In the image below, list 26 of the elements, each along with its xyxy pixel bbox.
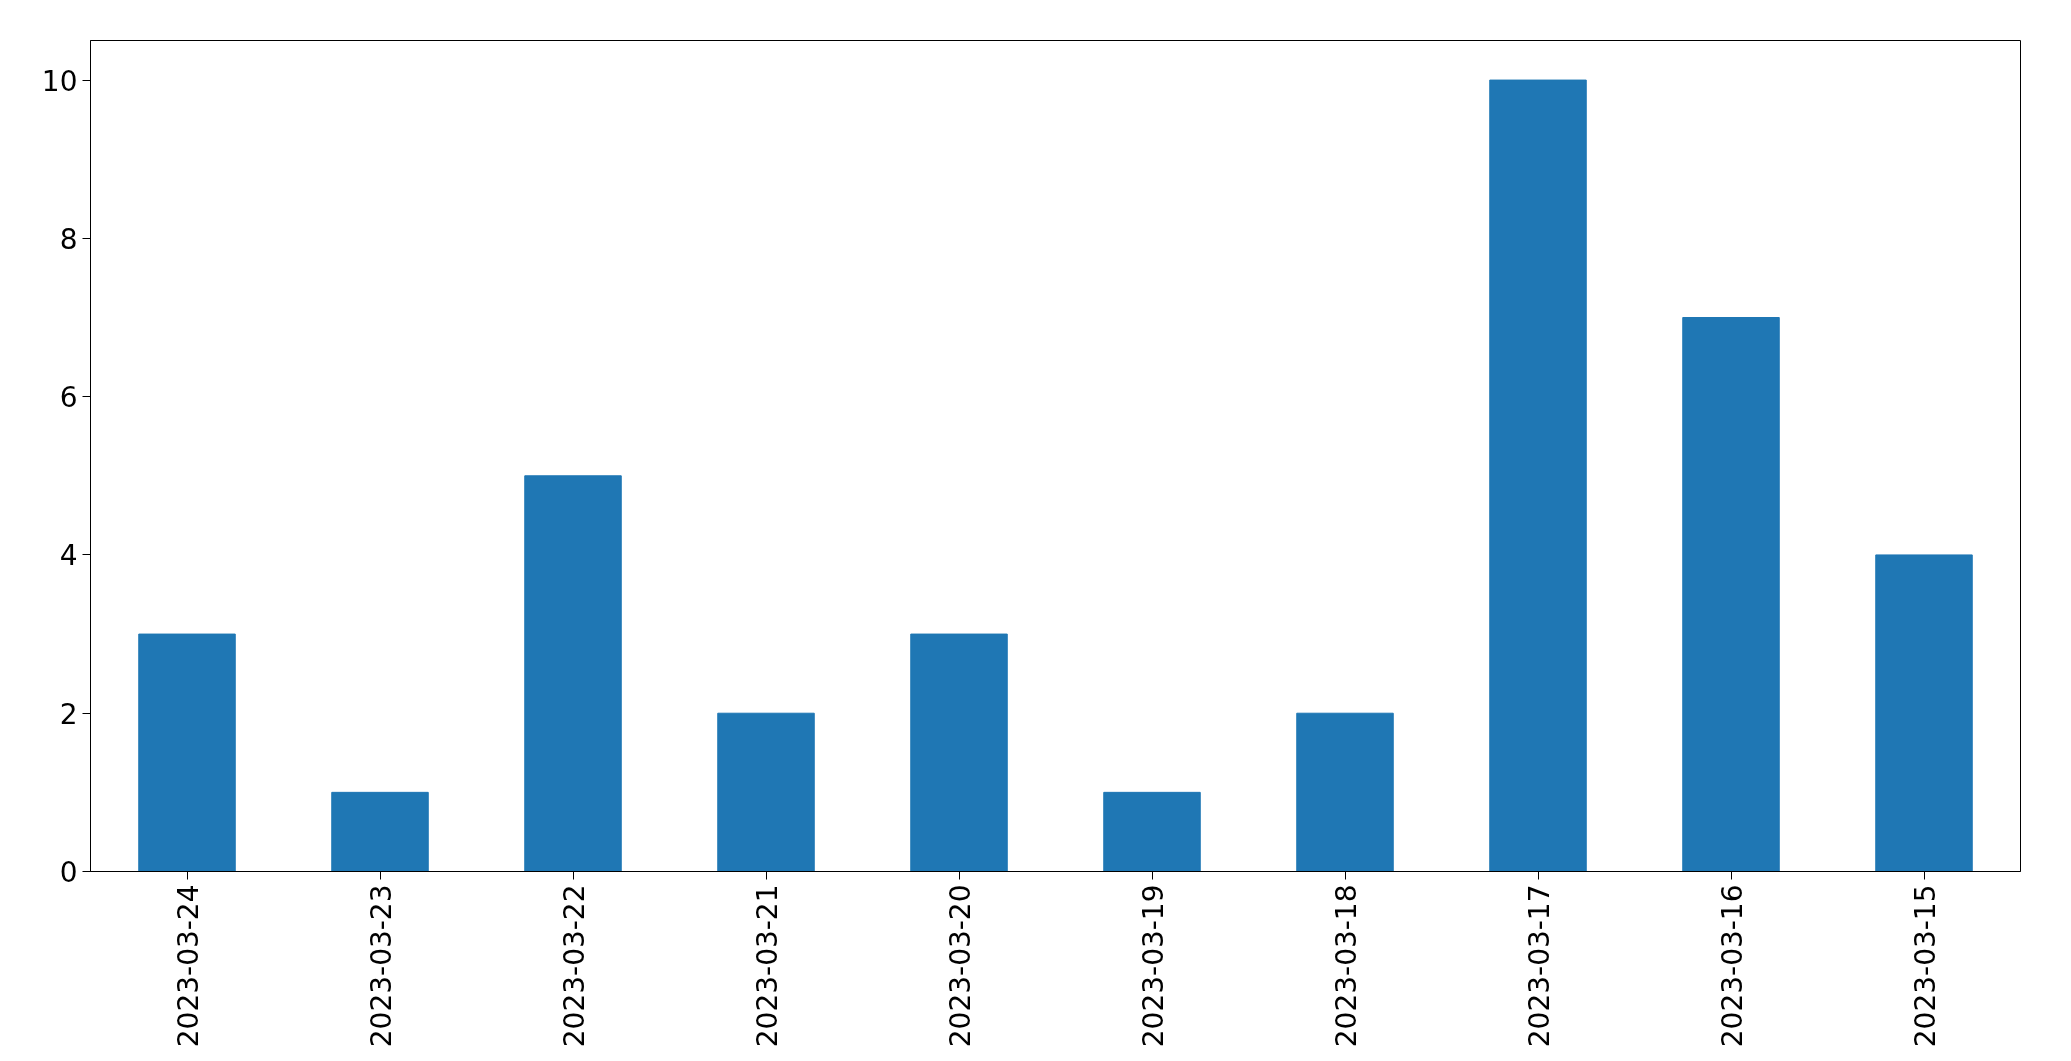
x-tick-label: 2023-03-19	[1136, 884, 1170, 1048]
x-tick-label: 2023-03-21	[750, 884, 784, 1048]
bar	[717, 712, 815, 872]
y-tick-label: 10	[41, 64, 78, 98]
bar	[1103, 791, 1201, 872]
bar	[910, 633, 1008, 872]
x-tick-label: 2023-03-15	[1908, 884, 1942, 1048]
bar	[331, 791, 429, 872]
x-tick-label: 2023-03-18	[1329, 884, 1363, 1048]
y-tick-label: 0	[59, 856, 78, 889]
bar	[1489, 79, 1587, 872]
x-tick-label: 2023-03-22	[557, 884, 591, 1048]
y-tick-label: 6	[59, 381, 78, 415]
y-tick-label: 4	[59, 539, 78, 573]
x-tick-label: 2023-03-20	[943, 884, 977, 1048]
x-tick-label: 2023-03-23	[364, 884, 398, 1048]
x-tick-label: 2023-03-16	[1715, 884, 1749, 1048]
bar	[1875, 554, 1973, 872]
y-tick-label: 2	[59, 697, 78, 731]
bar	[138, 633, 236, 872]
x-tick-label: 2023-03-17	[1522, 884, 1556, 1048]
bar	[524, 475, 622, 872]
y-tick-label: 8	[59, 222, 78, 256]
bar	[1296, 712, 1394, 872]
x-tick-label: 2023-03-24	[171, 884, 205, 1048]
bar	[1682, 317, 1780, 872]
